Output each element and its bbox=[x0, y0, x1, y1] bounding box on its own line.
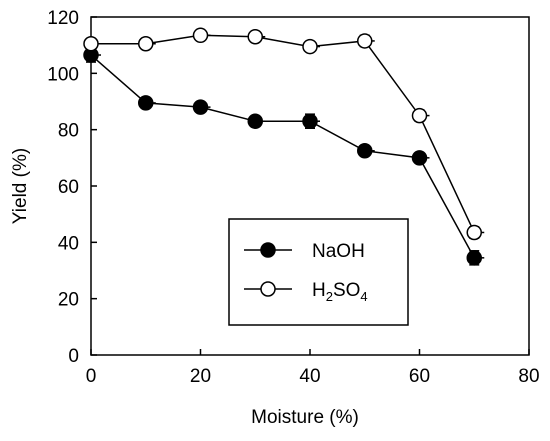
data-point bbox=[466, 224, 482, 241]
data-point bbox=[302, 38, 318, 55]
x-tick-label: 60 bbox=[409, 366, 430, 387]
y-axis-label: Yield (%) bbox=[10, 148, 31, 224]
y-tick-label: 20 bbox=[58, 290, 79, 311]
legend-label-naoh: NaOH bbox=[312, 241, 365, 262]
data-point bbox=[357, 143, 373, 159]
y-tick-label: 60 bbox=[58, 177, 79, 198]
data-point bbox=[357, 33, 373, 49]
data-point bbox=[466, 250, 482, 266]
data-point bbox=[247, 113, 263, 129]
y-tick-label: 100 bbox=[47, 64, 79, 85]
y-tick-label: 40 bbox=[58, 233, 79, 254]
data-point bbox=[411, 107, 428, 124]
x-axis-label: Moisture (%) bbox=[251, 407, 359, 428]
x-tick-label: 0 bbox=[86, 366, 97, 387]
data-point bbox=[83, 36, 99, 52]
x-tick-label: 20 bbox=[190, 366, 211, 387]
series-line bbox=[91, 34, 475, 233]
data-point bbox=[192, 99, 209, 115]
x-axis-ticks: 0 20 40 60 80 bbox=[86, 349, 540, 387]
data-point bbox=[247, 28, 263, 45]
legend-label-h2so4: H2SO4 bbox=[312, 280, 368, 304]
data-point bbox=[138, 95, 154, 111]
data-point bbox=[302, 113, 318, 129]
data-point bbox=[138, 36, 154, 52]
y-tick-label: 0 bbox=[68, 346, 79, 367]
legend-marker-h2so4 bbox=[260, 281, 276, 297]
y-tick-label: 80 bbox=[58, 121, 79, 142]
series-h2so4 bbox=[83, 27, 485, 241]
legend: NaOH H2SO4 bbox=[228, 218, 409, 326]
series-layer bbox=[83, 27, 485, 266]
data-point bbox=[192, 27, 209, 44]
y-tick-label: 120 bbox=[47, 8, 79, 29]
y-axis-ticks: 0 20 40 60 80 100 120 bbox=[47, 8, 97, 367]
data-point bbox=[411, 150, 428, 166]
x-tick-label: 80 bbox=[518, 366, 539, 387]
x-tick-label: 40 bbox=[299, 366, 320, 387]
legend-marker-naoh bbox=[260, 242, 276, 258]
series-naoh bbox=[83, 47, 485, 266]
legend-box bbox=[228, 218, 409, 326]
